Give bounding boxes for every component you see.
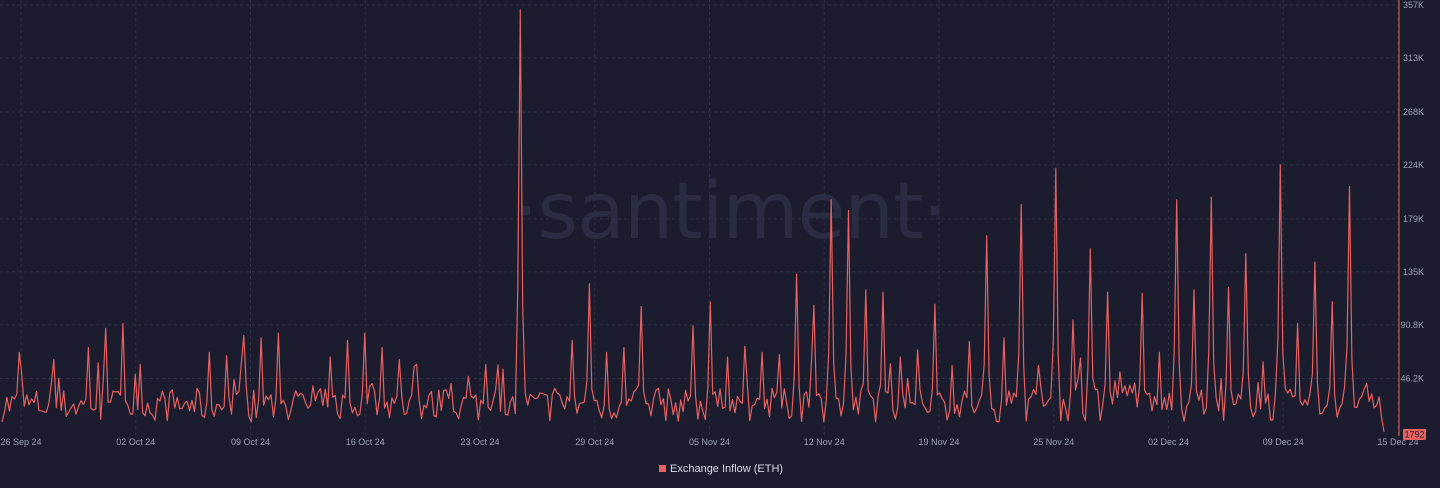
x-tick-label: 19 Nov 24 [918, 437, 959, 447]
legend-label[interactable]: Exchange Inflow (ETH) [670, 463, 783, 475]
gridlines [0, 0, 1399, 436]
y-tick-label: 90.8K [1400, 320, 1424, 330]
last-value-badge-bg [1403, 429, 1426, 440]
x-tick-label: 26 Sep 24 [0, 437, 41, 447]
y-tick-label: 179K [1403, 214, 1424, 224]
y-tick-label: 135K [1403, 267, 1424, 277]
x-axis-ticks: 26 Sep 24 02 Oct 24 09 Oct 24 16 Oct 24 23 O… [0, 437, 1418, 447]
y-tick-label: 268K [1403, 107, 1424, 117]
x-tick-label: 16 Oct 24 [346, 437, 385, 447]
y-tick-label: 313K [1403, 53, 1424, 63]
x-tick-label: 02 Dec 24 [1148, 437, 1189, 447]
x-tick-label: 25 Nov 24 [1033, 437, 1074, 447]
x-tick-label: 23 Oct 24 [460, 437, 499, 447]
y-tick-label: 224K [1403, 160, 1424, 170]
last-value-label: 1792 [1404, 430, 1424, 440]
x-tick-label: 29 Oct 24 [575, 437, 614, 447]
last-value-badge: 1792 [1403, 429, 1426, 440]
x-tick-label: 12 Nov 24 [804, 437, 845, 447]
series-line-exchange-inflow [1, 9, 1385, 432]
x-tick-label: 02 Oct 24 [116, 437, 155, 447]
x-tick-label: 15 Dec 24 [1377, 437, 1418, 447]
y-axis-ticks: 46.2K 90.8K 135K 179K 224K 268K 313K 357K [1400, 0, 1424, 383]
x-tick-label: 09 Dec 24 [1263, 437, 1304, 447]
y-tick-label: 46.2K [1400, 373, 1424, 383]
x-tick-label: 09 Oct 24 [231, 437, 270, 447]
legend-swatch [659, 465, 666, 472]
y-tick-label: 357K [1403, 0, 1424, 10]
x-tick-label: 05 Nov 24 [689, 437, 730, 447]
watermark: ·santiment· [514, 167, 947, 257]
legend[interactable]: Exchange Inflow (ETH) [659, 463, 783, 475]
